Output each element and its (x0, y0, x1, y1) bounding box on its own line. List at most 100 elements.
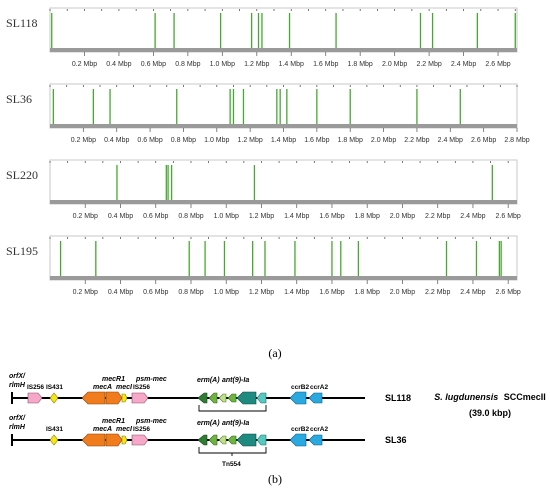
track-axis (50, 124, 517, 128)
axis-tick-label: 0.2 Mbp (73, 213, 98, 220)
sl36-psm-label: psm-mec (135, 418, 167, 425)
axis-tick-label: 0.8 Mbp (178, 213, 203, 220)
sl36-ccrb2-gene (289, 433, 307, 447)
sl36-is256-right-gene (131, 434, 149, 446)
panel-a: 0.2 Mbp 0.4 Mbp 0.6 Mbp 0.8 Mbp 1.0 Mbp 1.2 M… (6, 7, 530, 296)
axis-tick-label: 0.2 Mbp (72, 61, 97, 68)
genome-track-sl220: 0.2 Mbp 0.4 Mbp 0.6 Mbp 0.8 Mbp 1.0 Mbp 1.2 M… (6, 159, 521, 220)
axis-tick-label: 2.0 Mbp (382, 61, 407, 68)
sl36-row-label: SL36 (385, 435, 407, 445)
axis-tick-label: 1.6 Mbp (313, 61, 338, 68)
axis-tick-label: 0.2 Mbp (73, 289, 98, 296)
axis-tick-label: 0.6 Mbp (143, 213, 168, 220)
tn554-label: Tn554 (222, 461, 241, 468)
sl36-tn554-bracket (198, 447, 267, 454)
axis-tick-label: 2.2 Mbp (425, 289, 450, 296)
axis-tick-label: 1.8 Mbp (338, 137, 363, 144)
sl36-is431-label: IS431 (46, 426, 63, 433)
sl118-meca-gene (81, 391, 106, 405)
genome-track-sl195: 0.2 Mbp 0.4 Mbp 0.6 Mbp 0.8 Mbp 1.0 Mbp 1.2 M… (6, 235, 521, 296)
sl118-ccra2-label: ccrA2 (310, 384, 328, 391)
axis-tick-label: 1.4 Mbp (284, 289, 309, 296)
axis-tick-label: 1.2 Mbp (244, 61, 269, 68)
sl118-erma-label: erm(A) (197, 377, 220, 384)
sl36-ccra2-gene (308, 434, 323, 446)
sccmec-description: S. lugdunensis SCCmecII (434, 392, 546, 402)
axis-tick-label: 2.6 Mbp (485, 61, 510, 68)
track-name-sl118: SL118 (6, 16, 38, 30)
sl118-meca-label: mecA (93, 384, 112, 391)
track-name-sl195: SL195 (6, 244, 38, 258)
axis-tick-label: 2.6 Mbp (496, 213, 521, 220)
sl36-mecr1-gene (105, 433, 123, 447)
axis-tick-label: 1.2 Mbp (249, 213, 274, 220)
sl118-rlmh-label: rlmH (9, 382, 26, 389)
axis-tick-label: 0.6 Mbp (143, 289, 168, 296)
axis-tick-label: 2.6 Mbp (471, 137, 496, 144)
axis-tick-label: 2.0 Mbp (371, 137, 396, 144)
sl36-mecr1-label: mecR1 (102, 418, 125, 425)
axis-tick-label: 2.2 Mbp (416, 61, 441, 68)
sl118-tn554-orf-a (218, 393, 227, 403)
axis-tick-label: 2.4 Mbp (460, 213, 485, 220)
panel-b: orfX/ rlmH IS256 IS431 mecA mecR1 mecI p… (9, 373, 546, 468)
axis-tick-label: 0.2 Mbp (71, 137, 96, 144)
track-axis (50, 276, 517, 280)
sl36-ant-gene (208, 434, 218, 446)
track-name-sl36: SL36 (6, 92, 32, 106)
genome-track-sl118: 0.2 Mbp 0.4 Mbp 0.6 Mbp 0.8 Mbp 1.0 Mbp 1.2 M… (6, 7, 518, 68)
axis-tick-label: 1.0 Mbp (214, 213, 239, 220)
axis-tick-label: 0.6 Mbp (137, 137, 162, 144)
sl36-ccra2-label: ccrA2 (310, 426, 328, 433)
axis-tick-label: 2.2 Mbp (425, 213, 450, 220)
axis-tick-label: 0.8 Mbp (178, 289, 203, 296)
sl118-is256-right-label: IS256 (133, 384, 150, 391)
sl36-rlmh-label: rlmH (9, 424, 26, 431)
sl118-is431-label: IS431 (46, 384, 63, 391)
axis-tick-label: 1.8 Mbp (355, 213, 380, 220)
sl118-ccra2-gene (308, 392, 323, 404)
sl36-tn554-orf-a (218, 435, 227, 445)
axis-tick-label: 1.8 Mbp (355, 289, 380, 296)
axis-tick-label: 2.0 Mbp (390, 289, 415, 296)
sl36-meci-gene (121, 435, 128, 445)
panel-b-label: (b) (268, 472, 282, 486)
sl118-tn554-bracket (198, 405, 267, 412)
axis-tick-label: 0.6 Mbp (141, 61, 166, 68)
sl118-is256-right-gene (131, 392, 149, 404)
species-name: S. lugdunensis (434, 392, 498, 402)
sl36-orfx-label: orfX/ (9, 415, 26, 422)
sccmec-size: (39.0 kbp) (469, 408, 511, 418)
axis-tick-label: 1.2 Mbp (237, 137, 262, 144)
sccmec-element-name: SCCmecII (504, 392, 546, 402)
sl118-erma-gene (197, 392, 208, 404)
axis-tick-label: 0.4 Mbp (106, 61, 131, 68)
sl36-is431-gene (49, 434, 59, 446)
track-frame (49, 7, 518, 53)
sl118-ant-gene (208, 392, 218, 404)
axis-tick-label: 1.0 Mbp (214, 289, 239, 296)
axis-tick-label: 2.0 Mbp (390, 213, 415, 220)
track-axis (50, 48, 517, 52)
sl36-erma-label: erm(A) (197, 420, 220, 427)
sl36-meci-label: mecI (116, 426, 133, 433)
genome-track-sl36: 0.2 Mbp 0.4 Mbp 0.6 Mbp 0.8 Mbp 1.0 Mbp 1.2 M… (6, 83, 530, 144)
axis-tick-label: 2.4 Mbp (451, 61, 476, 68)
axis-tick-label: 0.4 Mbp (108, 213, 133, 220)
axis-tick-label: 1.6 Mbp (319, 213, 344, 220)
axis-tick-label: 0.8 Mbp (171, 137, 196, 144)
sl118-is256-left-gene (27, 392, 43, 404)
sl36-is256-right-label: IS256 (133, 426, 150, 433)
sl118-orfx-label: orfX/ (9, 373, 26, 380)
axis-tick-label: 0.4 Mbp (104, 137, 129, 144)
axis-tick-label: 1.8 Mbp (348, 61, 373, 68)
axis-tick-label: 2.4 Mbp (460, 289, 485, 296)
sl118-tn554-orf-d (256, 392, 267, 404)
axis-tick-label: 2.2 Mbp (404, 137, 429, 144)
axis-tick-label: 1.2 Mbp (249, 289, 274, 296)
sl118-is431-gene (49, 392, 59, 404)
sl36-tn554-orf-b (227, 435, 237, 445)
sl36-ccrb2-label: ccrB2 (291, 426, 309, 433)
sl118-tn554-orf-b (227, 393, 237, 403)
sl118-psm-label: psm-mec (135, 376, 167, 383)
